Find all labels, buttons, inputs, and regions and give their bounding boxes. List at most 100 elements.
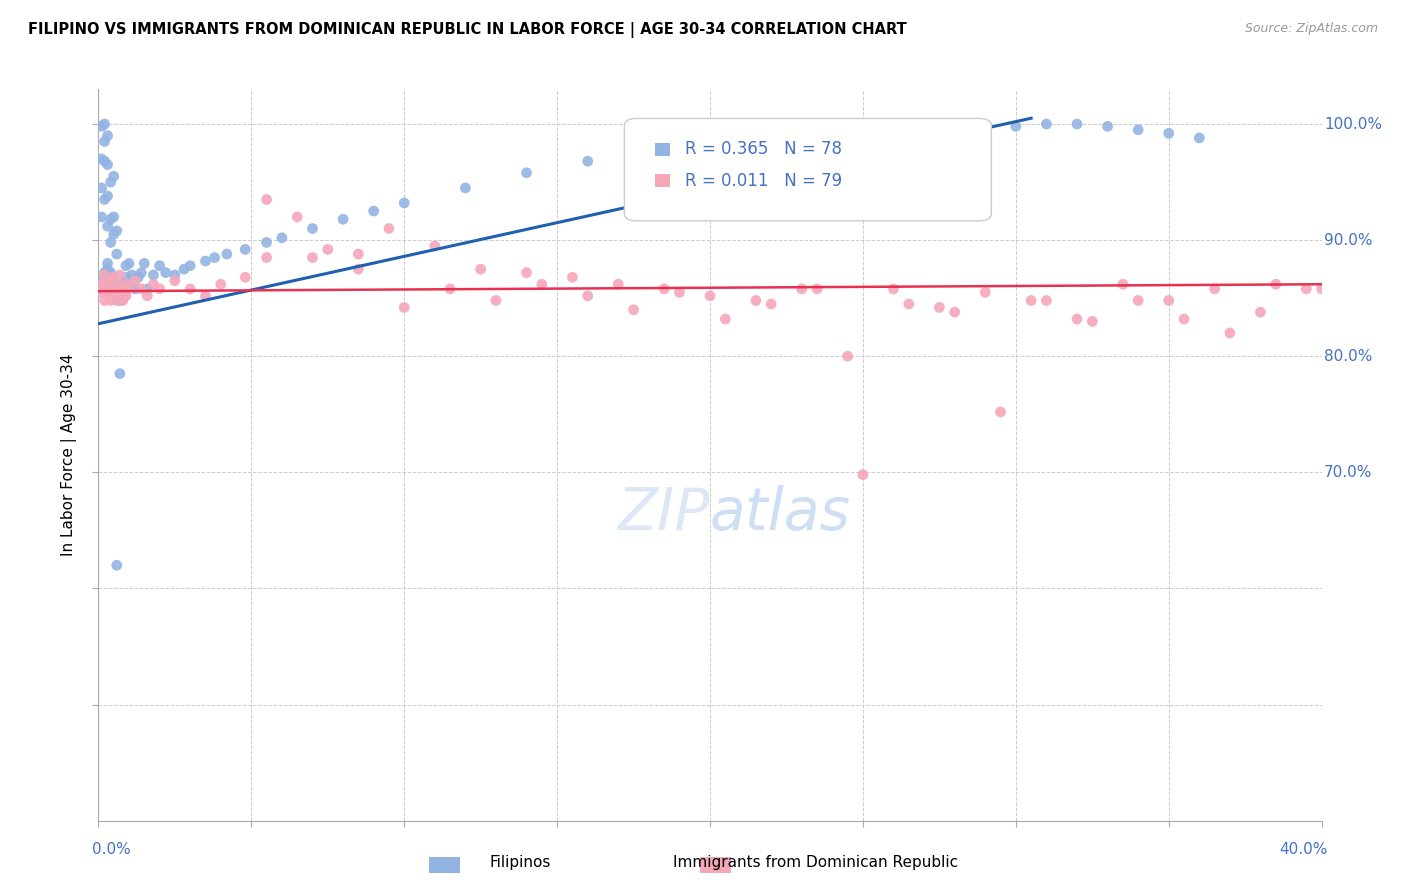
- Point: [149, 259, 172, 273]
- Text: 90.0%: 90.0%: [1324, 233, 1372, 248]
- Point: [699, 289, 721, 303]
- Point: [1249, 305, 1271, 319]
- Point: [97, 219, 120, 234]
- Text: atlas: atlas: [710, 485, 851, 542]
- Text: ZIP: ZIP: [617, 485, 710, 542]
- Point: [103, 227, 125, 242]
- Point: [124, 274, 146, 288]
- Point: [103, 270, 125, 285]
- Text: 40.0%: 40.0%: [1279, 841, 1327, 856]
- Point: [392, 301, 416, 315]
- Point: [97, 256, 120, 270]
- Point: [1112, 277, 1135, 292]
- Point: [1004, 120, 1026, 134]
- Point: [439, 282, 461, 296]
- Point: [90, 210, 112, 224]
- Point: [516, 266, 538, 280]
- Point: [142, 277, 165, 292]
- Point: [163, 274, 186, 288]
- Point: [561, 270, 583, 285]
- Point: [347, 262, 370, 277]
- Point: [1066, 117, 1088, 131]
- Text: FILIPINO VS IMMIGRANTS FROM DOMINICAN REPUBLIC IN LABOR FORCE | AGE 30-34 CORREL: FILIPINO VS IMMIGRANTS FROM DOMINICAN RE…: [28, 22, 907, 38]
- Point: [93, 266, 115, 280]
- Point: [124, 282, 146, 296]
- Point: [378, 221, 401, 235]
- Point: [121, 268, 143, 282]
- Point: [108, 285, 131, 300]
- Point: [852, 467, 875, 482]
- Point: [1295, 282, 1317, 296]
- Point: [1081, 314, 1104, 328]
- Point: [759, 297, 782, 311]
- Point: [93, 282, 115, 296]
- Point: [1310, 282, 1333, 296]
- Point: [93, 193, 115, 207]
- Point: [943, 123, 966, 137]
- Point: [108, 285, 131, 300]
- Bar: [655, 143, 671, 156]
- Point: [194, 289, 217, 303]
- Point: [111, 282, 134, 296]
- Point: [1128, 293, 1150, 308]
- Point: [108, 268, 131, 282]
- Point: [637, 146, 661, 161]
- Point: [129, 282, 152, 296]
- Point: [576, 289, 599, 303]
- Point: [97, 285, 120, 300]
- Point: [93, 154, 115, 169]
- Text: 0.0%: 0.0%: [93, 841, 131, 856]
- Point: [97, 158, 120, 172]
- Point: [194, 254, 217, 268]
- Point: [100, 175, 122, 189]
- Point: [90, 274, 112, 288]
- Point: [136, 282, 159, 296]
- FancyBboxPatch shape: [624, 119, 991, 221]
- Point: [105, 247, 128, 261]
- Point: [115, 277, 138, 292]
- Point: [97, 128, 120, 143]
- Point: [100, 235, 122, 250]
- Text: 80.0%: 80.0%: [1324, 349, 1372, 364]
- Point: [97, 262, 120, 277]
- Point: [100, 266, 122, 280]
- Point: [1066, 312, 1088, 326]
- Point: [485, 293, 508, 308]
- Point: [1097, 120, 1119, 134]
- Point: [1035, 117, 1057, 131]
- Point: [233, 270, 256, 285]
- Point: [136, 289, 159, 303]
- Point: [108, 293, 131, 308]
- Point: [103, 279, 125, 293]
- Point: [1204, 282, 1226, 296]
- Point: [821, 128, 844, 143]
- Point: [93, 268, 115, 282]
- Point: [115, 289, 138, 303]
- Point: [105, 277, 128, 292]
- Point: [97, 285, 120, 300]
- Point: [129, 266, 152, 280]
- Point: [105, 224, 128, 238]
- Point: [714, 312, 737, 326]
- Point: [204, 251, 226, 265]
- Point: [100, 212, 122, 227]
- Point: [105, 293, 128, 308]
- Point: [97, 189, 120, 203]
- Point: [108, 367, 131, 381]
- Point: [90, 181, 112, 195]
- Point: [90, 285, 112, 300]
- Text: Source: ZipAtlas.com: Source: ZipAtlas.com: [1244, 22, 1378, 36]
- Point: [759, 135, 782, 149]
- Point: [699, 140, 721, 154]
- Point: [142, 268, 165, 282]
- Point: [668, 285, 690, 300]
- Point: [623, 302, 645, 317]
- Point: [111, 291, 134, 305]
- Point: [1173, 312, 1195, 326]
- Text: Immigrants from Dominican Republic: Immigrants from Dominican Republic: [673, 855, 957, 870]
- Text: R = 0.011   N = 79: R = 0.011 N = 79: [685, 171, 842, 190]
- Text: R = 0.365   N = 78: R = 0.365 N = 78: [685, 140, 842, 158]
- Point: [1219, 326, 1241, 340]
- Point: [93, 135, 115, 149]
- Point: [179, 259, 201, 273]
